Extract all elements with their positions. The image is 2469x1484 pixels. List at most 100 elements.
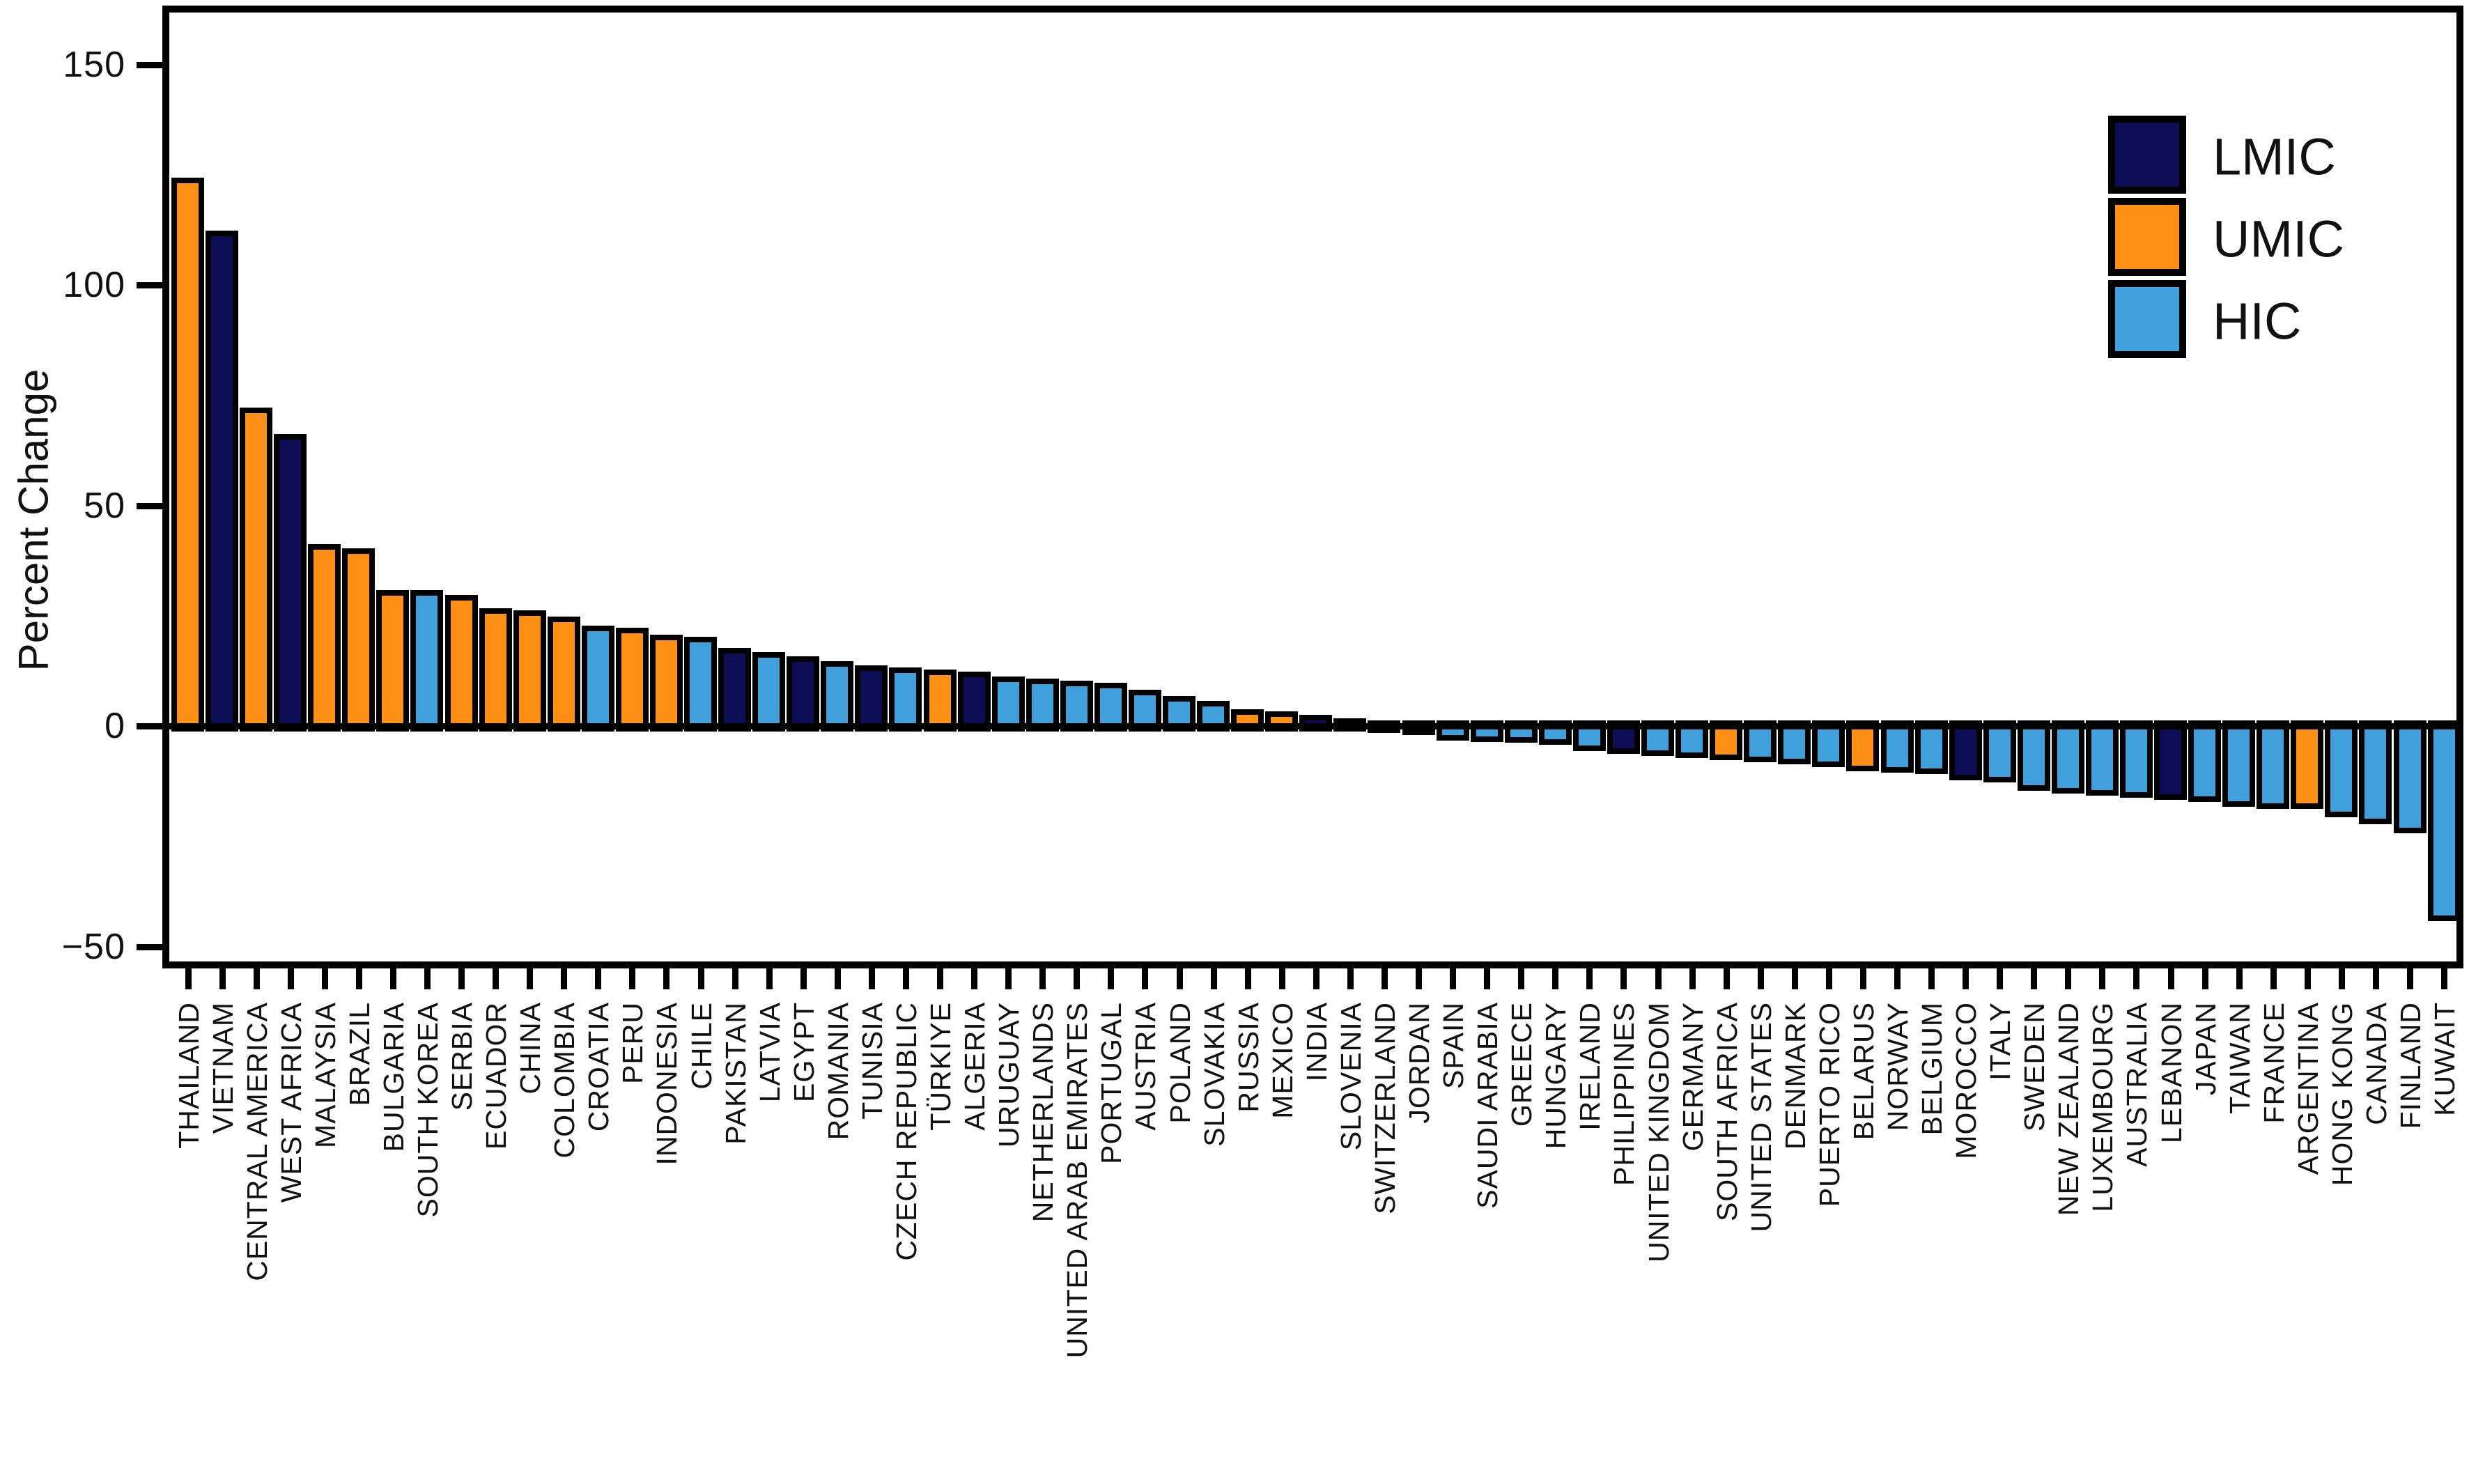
x-tick-mark-taiwan <box>2236 968 2243 989</box>
x-tick-label-mexico: MEXICO <box>1266 1002 1299 1119</box>
x-tick-label-germany: GERMANY <box>1676 1002 1709 1152</box>
x-tick-label-saudi-arabia: SAUDI ARABIA <box>1471 1002 1504 1209</box>
x-tick-mark-luxembourg <box>2099 968 2106 989</box>
bar-new-zealand <box>2051 720 2084 794</box>
y-tick-label-50: 50 <box>84 485 125 526</box>
x-tick-mark-canada <box>2372 968 2379 989</box>
x-tick-label-peru: PERU <box>617 1002 649 1084</box>
x-tick-mark-saudi-arabia <box>1484 968 1491 989</box>
x-tick-mark-morocco <box>1963 968 1969 989</box>
bar-ecuador <box>479 608 512 732</box>
bar-japan <box>2188 720 2222 803</box>
bar-sweden <box>2017 720 2050 791</box>
x-tick-label-france: FRANCE <box>2257 1002 2290 1124</box>
bar-hong-kong <box>2325 720 2358 818</box>
x-tick-mark-puerto-rico <box>1825 968 1832 989</box>
y-tick-mark-150 <box>137 61 163 68</box>
x-tick-mark-romania <box>834 968 841 989</box>
x-tick-mark-bulgaria <box>389 968 396 989</box>
x-tick-mark-finland <box>2407 968 2414 989</box>
x-tick-label-italy: ITALY <box>1984 1002 2017 1081</box>
x-tick-mark-pakistan <box>732 968 738 989</box>
x-tick-mark-germany <box>1689 968 1696 989</box>
x-tick-mark-switzerland <box>1381 968 1388 989</box>
x-tick-mark-china <box>527 968 534 989</box>
x-tick-label-serbia: SERBIA <box>446 1002 479 1111</box>
x-tick-label-morocco: MOROCCO <box>1950 1002 1983 1159</box>
bar-croatia <box>581 625 614 732</box>
x-tick-mark-slovenia <box>1347 968 1354 989</box>
bar-vietnam <box>206 231 239 732</box>
legend-label-umic: UMIC <box>2213 210 2345 268</box>
x-tick-mark-west-africa <box>287 968 294 989</box>
legend-swatch-lmic <box>2108 116 2186 194</box>
x-tick-label-spain: SPAIN <box>1437 1002 1470 1089</box>
x-tick-mark-russia <box>1244 968 1251 989</box>
x-tick-label-vietnam: VIETNAM <box>206 1002 239 1134</box>
y-tick-mark-100 <box>137 282 163 288</box>
bar-bulgaria <box>376 590 410 732</box>
x-tick-label-malaysia: MALAYSIA <box>309 1002 341 1149</box>
x-tick-label-south-africa: SOUTH AFRICA <box>1710 1002 1743 1221</box>
x-tick-mark-united-arab-emirates <box>1074 968 1081 989</box>
x-tick-label-slovenia: SLOVENIA <box>1334 1002 1367 1151</box>
x-tick-label-finland: FINLAND <box>2394 1002 2427 1129</box>
x-tick-mark-ireland <box>1586 968 1593 989</box>
x-tick-label-ireland: IRELAND <box>1574 1002 1607 1131</box>
x-tick-mark-norway <box>1894 968 1901 989</box>
x-tick-label-philippines: PHILIPPINES <box>1608 1002 1641 1186</box>
x-tick-mark-belarus <box>1859 968 1866 989</box>
x-tick-mark-mexico <box>1278 968 1285 989</box>
x-tick-label-sweden: SWEDEN <box>2018 1002 2051 1131</box>
x-tick-mark-south-africa <box>1723 968 1730 989</box>
bar-italy <box>1983 720 2016 782</box>
bar-tunisia <box>855 665 888 732</box>
x-tick-label-slovakia: SLOVAKIA <box>1198 1002 1230 1147</box>
x-tick-mark-tunisia <box>868 968 875 989</box>
bar-pakistan <box>718 647 752 732</box>
y-tick-mark-50 <box>137 502 163 509</box>
x-tick-label-jordan: JORDAN <box>1403 1002 1436 1124</box>
bar-kuwait <box>2427 720 2461 922</box>
y-tick-mark-0 <box>137 723 163 729</box>
x-tick-mark-central-america <box>253 968 260 989</box>
y-tick-label-0: 0 <box>105 706 125 746</box>
x-tick-label-algeria: ALGERIA <box>959 1002 991 1131</box>
bar-thailand <box>171 178 204 732</box>
x-tick-mark-belgium <box>1928 968 1935 989</box>
x-tick-label-austria: AUSTRIA <box>1129 1002 1162 1131</box>
x-tick-mark-greece <box>1518 968 1525 989</box>
x-tick-label-luxembourg: LUXEMBOURG <box>2087 1002 2119 1212</box>
x-tick-mark-t-rkiye <box>937 968 944 989</box>
bar-algeria <box>957 672 991 732</box>
x-tick-mark-brazil <box>355 968 362 989</box>
x-tick-mark-sweden <box>2031 968 2038 989</box>
x-tick-mark-france <box>2270 968 2277 989</box>
x-tick-label-belgium: BELGIUM <box>1916 1002 1949 1136</box>
bar-west-africa <box>274 433 307 732</box>
x-tick-mark-colombia <box>561 968 568 989</box>
x-tick-mark-philippines <box>1620 968 1627 989</box>
x-tick-mark-latvia <box>766 968 773 989</box>
bar-egypt <box>787 656 820 732</box>
bar-central-america <box>240 407 273 732</box>
x-tick-label-uruguay: URUGUAY <box>993 1002 1025 1147</box>
x-tick-mark-croatia <box>595 968 602 989</box>
x-tick-label-ecuador: ECUADOR <box>480 1002 513 1150</box>
bar-serbia <box>444 594 478 732</box>
bar-taiwan <box>2222 720 2256 807</box>
x-tick-mark-lebanon <box>2167 968 2174 989</box>
x-tick-mark-united-kingdom <box>1655 968 1662 989</box>
x-tick-label-norway: NORWAY <box>1882 1002 1914 1131</box>
bar-france <box>2257 720 2290 809</box>
x-tick-label-switzerland: SWITZERLAND <box>1368 1002 1401 1214</box>
x-tick-label-puerto-rico: PUERTO RICO <box>1813 1002 1845 1207</box>
x-tick-mark-vietnam <box>219 968 226 989</box>
bar-netherlands <box>1025 678 1059 732</box>
x-tick-mark-slovakia <box>1210 968 1217 989</box>
x-tick-mark-serbia <box>458 968 465 989</box>
bar-south-korea <box>410 590 444 732</box>
x-tick-mark-indonesia <box>663 968 670 989</box>
x-tick-mark-united-states <box>1757 968 1764 989</box>
y-tick-label-150: 150 <box>63 44 125 85</box>
